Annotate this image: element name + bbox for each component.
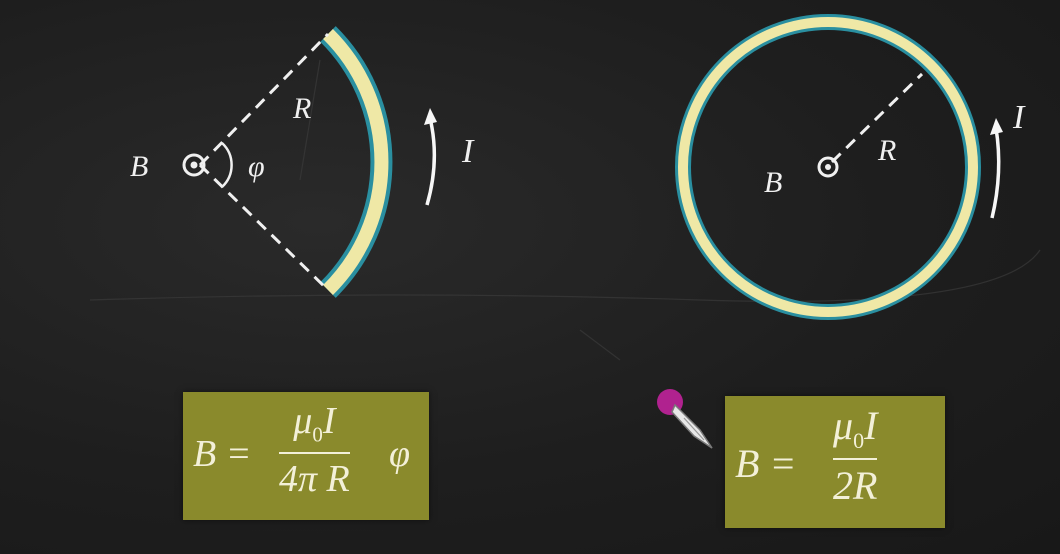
formula-arc-angle: φ [389, 433, 411, 475]
left-arc-diagram: B φ R I [130, 26, 475, 298]
loop-field-out-of-page-icon [817, 156, 839, 178]
right-radius-label: R [877, 134, 896, 167]
right-loop-diagram: B R I [675, 14, 1026, 320]
formula-loop-numerator: μ0I [833, 403, 878, 453]
arc-wire [323, 29, 389, 295]
field-out-of-page-icon [182, 153, 206, 177]
loop-radius-line [830, 72, 924, 164]
radius-line-bottom [198, 163, 330, 292]
left-field-label: B [130, 150, 148, 183]
radius-line-top [198, 32, 330, 167]
loop-current-arrow-icon [990, 127, 1001, 219]
formula-loop-denominator: 2R [833, 463, 878, 508]
fraction-bar [833, 458, 878, 460]
formula-loop-fraction: μ0I 2R [833, 403, 878, 508]
formula-arc-lhs: B = [193, 433, 252, 475]
formula-arc-denominator: 4π R [279, 457, 350, 500]
pen-pointer-icon [657, 389, 713, 449]
left-angle-label: φ [248, 150, 265, 183]
formula-loop-lhs: B = [735, 441, 797, 486]
loop-wire [678, 17, 978, 317]
left-radius-label: R [292, 92, 311, 125]
formula-box-loop: B = μ0I 2R [725, 396, 945, 528]
formula-arc-numerator: μ0I [293, 400, 336, 447]
current-arrow-icon [425, 117, 437, 206]
fraction-bar [279, 451, 350, 454]
formula-arc-fraction: μ0I 4π R [279, 402, 350, 498]
left-current-label: I [461, 133, 475, 170]
right-field-label: B [764, 166, 782, 199]
right-current-label: I [1012, 99, 1026, 136]
formula-box-arc: B = μ0I 4π R φ [183, 392, 429, 520]
chalk-smudges [89, 59, 1041, 361]
angle-arc [221, 142, 233, 188]
